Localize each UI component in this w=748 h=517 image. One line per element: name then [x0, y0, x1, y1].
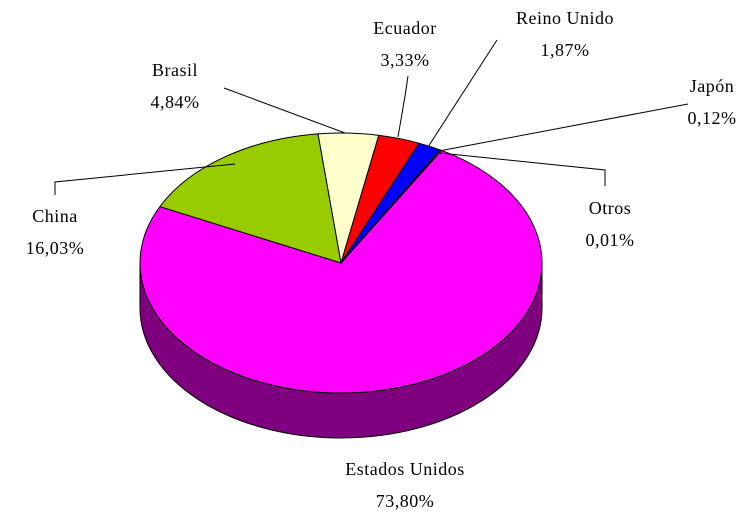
slice-label: Japón — [690, 76, 735, 96]
slice-value-label: 3,33% — [381, 50, 430, 70]
pie-slice — [139, 149, 543, 394]
leader-line — [438, 103, 689, 152]
leader-line — [439, 152, 606, 186]
slice-value-label: 73,80% — [376, 491, 435, 511]
leader-line — [223, 87, 346, 134]
leader-line — [397, 75, 409, 138]
slice-label: Estados Unidos — [345, 459, 465, 479]
leader-line — [427, 39, 498, 148]
slice-value-label: 16,03% — [26, 238, 85, 258]
slice-label: China — [32, 206, 78, 226]
slice-label: Brasil — [152, 60, 198, 80]
slice-label: Ecuador — [373, 18, 436, 38]
pie-slice — [159, 133, 342, 264]
slice-label: Reino Unido — [516, 8, 614, 28]
slice-value-label: 1,87% — [541, 40, 590, 60]
slice-value-label: 0,12% — [688, 108, 737, 128]
slice-value-label: 0,01% — [586, 230, 635, 250]
slice-label: Otros — [589, 198, 632, 218]
slice-value-label: 4,84% — [151, 92, 200, 112]
leader-line — [54, 163, 236, 195]
